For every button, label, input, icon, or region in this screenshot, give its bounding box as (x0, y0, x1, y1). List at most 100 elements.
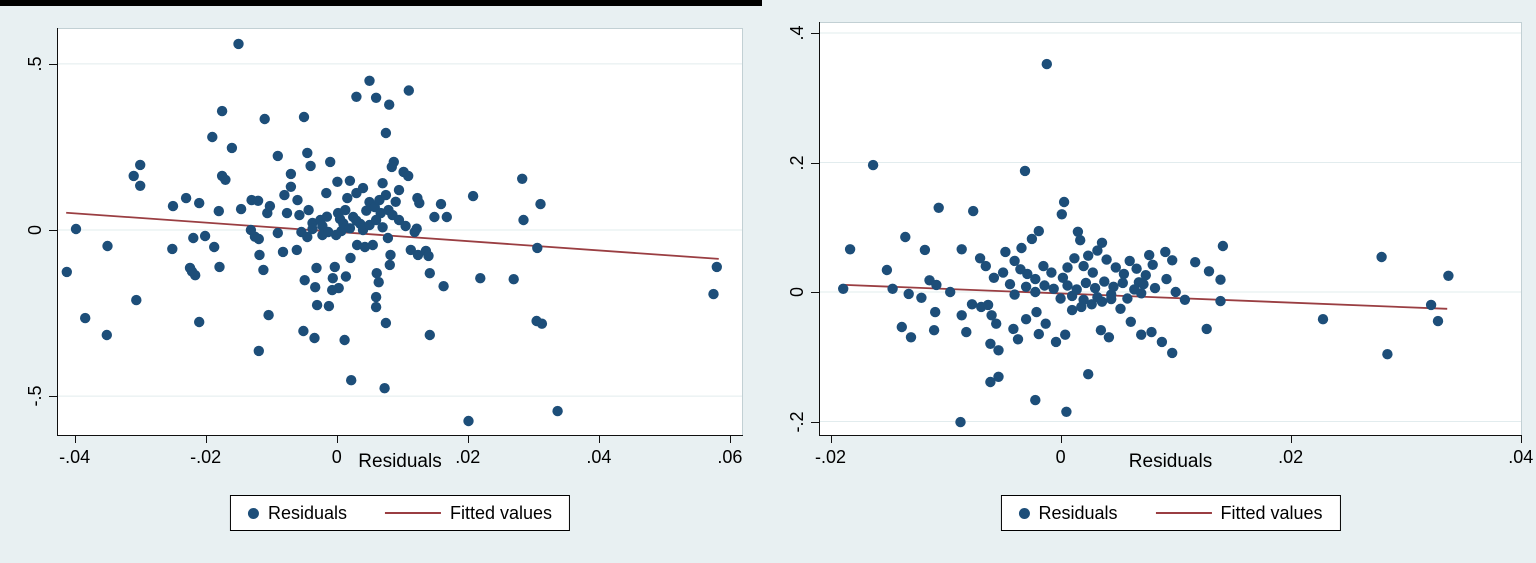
scatter-point (1432, 315, 1444, 327)
scatter-point (844, 244, 856, 255)
scatter-point (1215, 274, 1226, 285)
scatter-point (1106, 289, 1117, 300)
scatter-point (302, 231, 313, 243)
scatter-point (1086, 299, 1097, 310)
scatter-point (384, 259, 395, 271)
scatter-point (1138, 279, 1149, 290)
scatter-point (1046, 267, 1057, 278)
scatter-point (188, 232, 199, 244)
scatter-point (1083, 369, 1094, 380)
scatter-point (1039, 280, 1050, 291)
scatter-point (928, 325, 940, 336)
y-tick (49, 396, 57, 398)
scatter-point (997, 267, 1009, 278)
scatter-point (931, 279, 942, 291)
scatter-point (463, 415, 474, 427)
scatter-point (285, 168, 297, 180)
scatter-point (370, 291, 382, 303)
scatter-point (342, 192, 353, 204)
scatter-point (1072, 226, 1084, 237)
scatter-point (245, 224, 257, 236)
scatter-point (1149, 282, 1161, 294)
scatter-point (272, 150, 283, 162)
x-tick (1060, 436, 1062, 443)
scatter-point (370, 301, 382, 313)
scatter-point (351, 215, 362, 226)
y-tick (811, 292, 819, 293)
scatter-point (1009, 289, 1020, 300)
scatter-point (1160, 246, 1171, 258)
scatter-point (1382, 349, 1393, 360)
scatter-point (70, 223, 82, 235)
scatter-point (1030, 273, 1041, 285)
scatter-point (364, 75, 375, 86)
scatter-point (344, 175, 356, 186)
scatter-point (985, 338, 996, 349)
scatter-point (956, 310, 967, 321)
y-tick (811, 33, 819, 34)
scatter-point (254, 249, 265, 261)
scatter-point (131, 294, 142, 306)
scatter-point (1167, 255, 1178, 266)
scatter-point (220, 174, 231, 185)
scatter-point (532, 242, 543, 254)
scatter-point (294, 209, 305, 221)
x-tick-label: 0 (331, 447, 342, 467)
scatter-point (281, 207, 293, 219)
scatter-point (332, 176, 343, 187)
x-tick-label: .04 (586, 447, 612, 467)
scatter-point (329, 261, 340, 273)
scatter-point (1058, 196, 1070, 208)
fitted-line (844, 283, 1448, 310)
scatter-point (370, 92, 382, 104)
y-tick (49, 230, 57, 231)
scatter-point (233, 38, 244, 50)
scatter-point (1030, 394, 1041, 406)
x-tick (205, 436, 207, 443)
scatter-point (1062, 280, 1073, 291)
scatter-point (467, 190, 479, 202)
scatter-point (1108, 281, 1119, 292)
scatter-point (1075, 235, 1086, 246)
scatter-point (1033, 225, 1044, 237)
scatter-point (216, 105, 228, 117)
scatter-point (1056, 209, 1067, 220)
scatter-point (373, 277, 384, 288)
scatter-point (900, 231, 911, 243)
scatter-point (213, 205, 224, 217)
scatter-point (264, 200, 276, 212)
scatter-point (1087, 267, 1098, 278)
scatter-point (102, 240, 113, 252)
scatter-point (552, 405, 563, 417)
scatter-point (1092, 245, 1103, 256)
scatter-point (980, 260, 991, 272)
y-tick-label: .2 (787, 154, 807, 171)
x-tick (1520, 436, 1522, 443)
scatter-point (414, 197, 425, 209)
scatter-point (1095, 325, 1107, 336)
scatter-point (1016, 242, 1027, 254)
plot-canvas (819, 22, 1522, 436)
scatter-point (985, 376, 996, 388)
scatter-point (711, 261, 722, 273)
scatter-point (974, 253, 986, 264)
scatter-point (1179, 294, 1191, 305)
scatter-point (1061, 406, 1072, 417)
scatter-point (1190, 257, 1201, 268)
scatter-point (252, 195, 264, 206)
scatter-point (361, 205, 372, 216)
x-tick (74, 436, 76, 443)
scatter-point (403, 170, 414, 182)
scatter-point (345, 252, 356, 264)
scatter-point (321, 187, 332, 199)
scatter-point (424, 268, 435, 279)
right-legend: Residuals Fitted values (1000, 495, 1341, 531)
scatter-point (340, 271, 352, 282)
scatter-point (199, 230, 211, 242)
scatter-point (896, 321, 907, 333)
scatter-point (956, 244, 967, 255)
scatter-point (1096, 237, 1108, 248)
scatter-point (1048, 283, 1059, 294)
y-tick-label: 0 (25, 224, 45, 236)
